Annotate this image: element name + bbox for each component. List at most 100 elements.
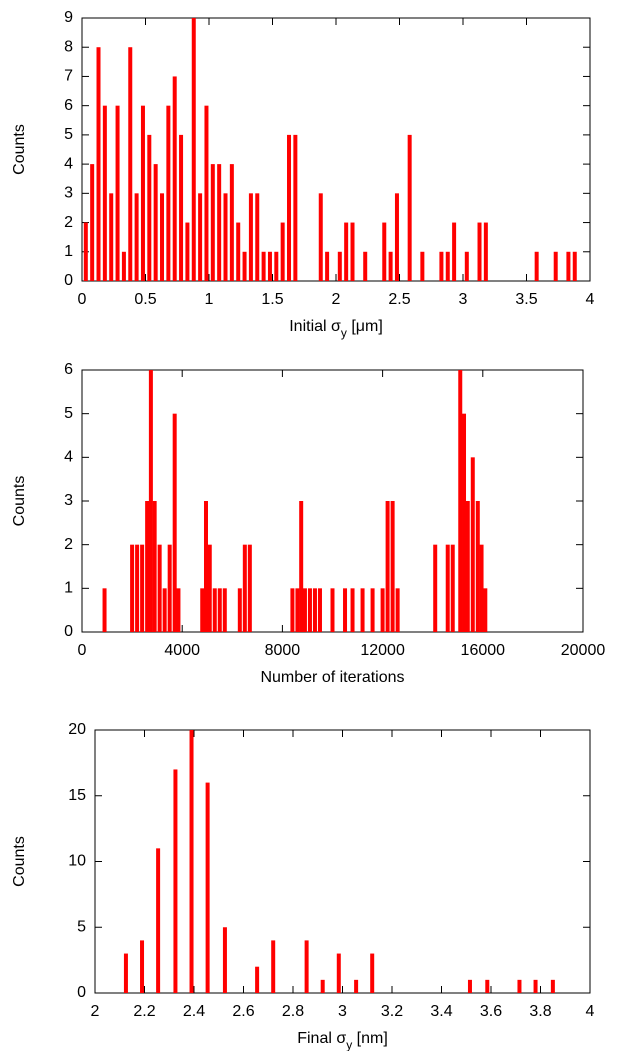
bar <box>198 193 203 281</box>
bar <box>388 251 393 281</box>
bar <box>479 544 484 632</box>
x-tick-label: 3 <box>459 291 468 308</box>
y-tick-label: 2 <box>64 214 73 231</box>
bar <box>317 588 322 632</box>
bar <box>172 413 177 632</box>
bar <box>467 979 472 993</box>
bar <box>172 76 177 281</box>
x-axis-label: Final σy [nm] <box>297 1030 388 1051</box>
bar <box>140 544 145 632</box>
bar <box>445 251 450 281</box>
bar <box>210 164 215 281</box>
bar <box>274 251 279 281</box>
bar <box>320 979 325 993</box>
x-tick-label: 3 <box>338 1003 347 1020</box>
x-axis-label-part: Number of iterations <box>260 669 404 686</box>
bar <box>140 105 145 282</box>
x-axis-label: Initial σy [μm] <box>289 318 383 340</box>
x-tick-label: 2.6 <box>232 1003 254 1020</box>
bar <box>167 544 172 632</box>
bar <box>394 193 399 281</box>
y-tick-label: 9 <box>64 9 73 26</box>
plot-frame <box>94 729 591 994</box>
y-axis-label: Counts <box>11 836 28 887</box>
bar <box>160 193 165 281</box>
x-tick-label: 4000 <box>164 642 200 659</box>
y-axis-label: Counts <box>11 476 28 527</box>
bar <box>109 193 114 281</box>
bar <box>572 251 577 281</box>
x-tick-label: 0 <box>78 642 87 659</box>
bar <box>128 47 133 281</box>
bar <box>370 953 375 993</box>
y-tick-label: 0 <box>64 623 73 640</box>
y-tick-label: 7 <box>64 68 73 85</box>
bar <box>312 588 317 632</box>
bar <box>325 251 330 281</box>
bar <box>295 588 300 632</box>
y-tick-label: 15 <box>68 787 86 804</box>
bar <box>145 501 150 632</box>
bar <box>261 251 266 281</box>
bar <box>96 47 101 281</box>
bar <box>222 588 227 632</box>
bar <box>102 588 107 632</box>
bar <box>123 953 128 993</box>
y-tick-label: 6 <box>64 97 73 114</box>
x-axis-label-part: [μm] <box>347 318 383 335</box>
bar <box>153 164 158 281</box>
bar <box>217 164 222 281</box>
x-tick-label: 0 <box>78 291 87 308</box>
y-tick-label: 3 <box>64 185 73 202</box>
x-tick-label: 1 <box>205 291 214 308</box>
y-axis-label: Counts <box>11 124 28 175</box>
bar <box>135 544 140 632</box>
x-tick-label: 3.8 <box>529 1003 551 1020</box>
bar <box>157 544 162 632</box>
panel: 0 1 2 3 4 5 6 0 4000 8000 12000 16000 20000 Counts Num… <box>11 361 605 686</box>
bar <box>248 193 253 281</box>
bar <box>255 966 260 993</box>
bar <box>247 544 252 632</box>
x-tick-label: 2.2 <box>133 1003 155 1020</box>
x-tick-label: 3.2 <box>381 1003 403 1020</box>
y-tick-label: 1 <box>64 243 73 260</box>
bar <box>534 251 539 281</box>
y-tick-label: 2 <box>64 536 73 553</box>
bar <box>280 222 285 281</box>
bar <box>134 193 139 281</box>
bar <box>433 544 438 632</box>
bar <box>176 588 181 632</box>
bar <box>147 134 152 281</box>
bar <box>336 953 341 993</box>
bar <box>566 251 571 281</box>
bar <box>330 588 335 632</box>
bar <box>204 105 209 282</box>
bar <box>483 588 488 632</box>
bar <box>458 370 463 632</box>
bar <box>200 588 205 632</box>
bar <box>475 501 480 632</box>
bar <box>90 164 95 281</box>
bar <box>255 193 260 281</box>
bar <box>517 979 522 993</box>
bar <box>382 222 387 281</box>
bar <box>222 927 227 993</box>
x-tick-label: 3.4 <box>430 1003 452 1020</box>
bar <box>185 222 190 281</box>
x-tick-label: 20000 <box>561 642 606 659</box>
bar <box>343 588 348 632</box>
bar <box>223 193 228 281</box>
plot-frame <box>81 17 591 282</box>
bar <box>242 544 247 632</box>
bar <box>290 588 295 632</box>
x-axis-label-part: Final σ <box>297 1030 346 1047</box>
bar <box>271 940 276 993</box>
bar <box>350 222 355 281</box>
bar <box>83 222 88 281</box>
bar <box>293 134 298 281</box>
bar <box>477 222 482 281</box>
y-tick-label: 5 <box>64 405 73 422</box>
bar <box>470 457 475 632</box>
